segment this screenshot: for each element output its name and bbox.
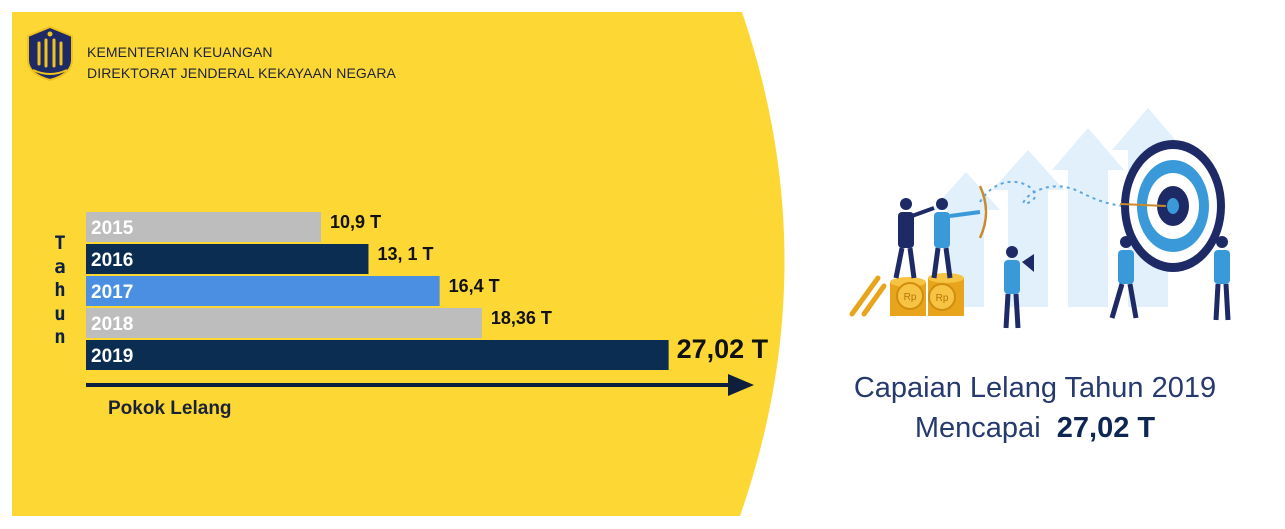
data-label-2019: 27,02 T bbox=[677, 334, 769, 364]
x-axis-label: Pokok Lelang bbox=[108, 398, 232, 419]
bar-2017 bbox=[86, 276, 440, 306]
data-label-2018: 18,36 T bbox=[491, 308, 552, 328]
bar-2018 bbox=[86, 308, 482, 338]
coins-icon: Rp Rp bbox=[849, 273, 964, 317]
data-label-2015: 10,9 T bbox=[330, 212, 381, 232]
svg-text:Rp: Rp bbox=[936, 293, 949, 304]
data-label-2016: 13, 1 T bbox=[377, 244, 433, 264]
bar-2016 bbox=[86, 244, 369, 274]
target-icon bbox=[1119, 140, 1225, 272]
caption-prefix: Mencapai bbox=[914, 412, 1041, 444]
org-line-2: DIREKTORAT JENDERAL KEKAYAAN NEGARA bbox=[87, 65, 396, 81]
caption-value: 27,02 T bbox=[1056, 412, 1156, 444]
people-icon bbox=[893, 185, 1231, 329]
category-label-2018: 2018 bbox=[91, 314, 133, 335]
x-axis-arrow-icon bbox=[728, 374, 754, 396]
category-label-2016: 2016 bbox=[91, 250, 133, 271]
y-axis-label: Tahun bbox=[54, 232, 66, 348]
achievement-caption: Capaian Lelang Tahun 2019 Mencapai 27,02… bbox=[800, 368, 1270, 448]
caption-line-2: Mencapai 27,02 T bbox=[800, 408, 1270, 448]
data-label-2017: 16,4 T bbox=[449, 276, 500, 296]
category-label-2019: 2019 bbox=[91, 346, 133, 367]
ministry-emblem-icon bbox=[27, 25, 73, 82]
category-label-2015: 2015 bbox=[91, 218, 134, 239]
caption-line-1: Capaian Lelang Tahun 2019 bbox=[853, 372, 1217, 404]
team-target-illustration: Rp Rp bbox=[849, 108, 1231, 329]
category-label-2017: 2017 bbox=[91, 282, 133, 303]
bar-2019 bbox=[86, 340, 669, 370]
bar-2015 bbox=[86, 212, 322, 242]
org-line-1: KEMENTERIAN KEUANGAN bbox=[87, 44, 273, 60]
svg-text:Rp: Rp bbox=[904, 292, 917, 303]
organization-name: KEMENTERIAN KEUANGAN DIREKTORAT JENDERAL… bbox=[87, 42, 396, 84]
